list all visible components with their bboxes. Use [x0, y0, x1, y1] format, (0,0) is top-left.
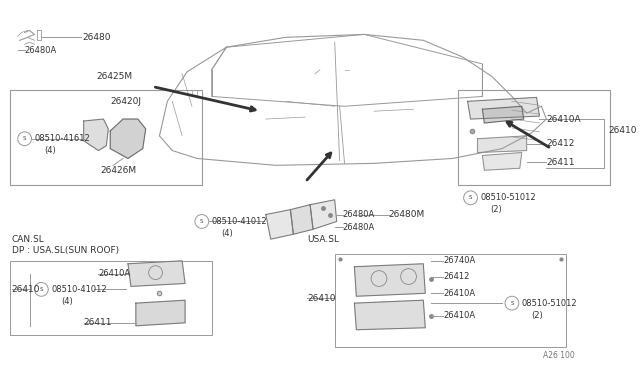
Text: 08510-51012: 08510-51012 — [522, 299, 577, 308]
Text: (4): (4) — [61, 297, 73, 306]
Text: (2): (2) — [532, 311, 543, 320]
Text: S: S — [40, 287, 43, 292]
Text: (4): (4) — [44, 146, 56, 155]
Text: 26740A: 26740A — [443, 256, 476, 265]
Text: S: S — [23, 136, 26, 141]
Bar — [10, 90, 202, 185]
Text: 26410A: 26410A — [443, 311, 475, 320]
Polygon shape — [483, 106, 524, 123]
Text: S: S — [510, 301, 514, 306]
Text: 26426M: 26426M — [100, 166, 136, 175]
Polygon shape — [483, 153, 522, 170]
Polygon shape — [136, 300, 185, 326]
Text: 26480A: 26480A — [342, 223, 375, 232]
Text: 26411: 26411 — [547, 158, 575, 167]
Text: 26411: 26411 — [84, 318, 112, 327]
Polygon shape — [110, 119, 146, 158]
Text: (2): (2) — [490, 205, 502, 214]
Text: 26480M: 26480M — [389, 210, 425, 219]
Polygon shape — [128, 261, 185, 286]
Text: 26480A: 26480A — [24, 46, 57, 55]
Bar — [458, 90, 611, 185]
Text: 08510-51012: 08510-51012 — [481, 193, 536, 202]
Text: 26480: 26480 — [83, 33, 111, 42]
Text: 26410A: 26410A — [547, 115, 581, 124]
Text: 26410: 26410 — [307, 294, 335, 303]
Text: 08510-41612: 08510-41612 — [35, 134, 90, 143]
Polygon shape — [477, 136, 527, 153]
Text: A26 100: A26 100 — [543, 351, 575, 360]
Text: 26425M: 26425M — [97, 72, 132, 81]
Polygon shape — [291, 205, 313, 234]
Polygon shape — [310, 200, 337, 229]
Text: 26412: 26412 — [547, 139, 575, 148]
Polygon shape — [355, 300, 425, 330]
Text: 08510-41012: 08510-41012 — [51, 285, 107, 294]
Text: S: S — [469, 195, 472, 200]
Text: 26410A: 26410A — [99, 269, 131, 278]
Text: 26410A: 26410A — [443, 289, 475, 298]
Polygon shape — [84, 119, 108, 151]
Bar — [10, 261, 212, 335]
Text: 26412: 26412 — [443, 272, 469, 281]
Polygon shape — [355, 264, 425, 296]
Polygon shape — [266, 210, 293, 239]
Text: 26410: 26410 — [12, 285, 40, 294]
Text: 26410: 26410 — [609, 126, 637, 135]
Text: USA.SL: USA.SL — [307, 235, 339, 244]
Polygon shape — [468, 97, 540, 119]
Text: (4): (4) — [221, 229, 233, 238]
Text: 08510-41012: 08510-41012 — [212, 217, 268, 226]
Text: S: S — [200, 219, 204, 224]
Bar — [335, 254, 566, 347]
Text: 26420J: 26420J — [110, 97, 141, 106]
Text: CAN.SL: CAN.SL — [12, 235, 45, 244]
Text: 26480A: 26480A — [342, 210, 375, 219]
Text: DP : USA.SL(SUN ROOF): DP : USA.SL(SUN ROOF) — [12, 247, 119, 256]
